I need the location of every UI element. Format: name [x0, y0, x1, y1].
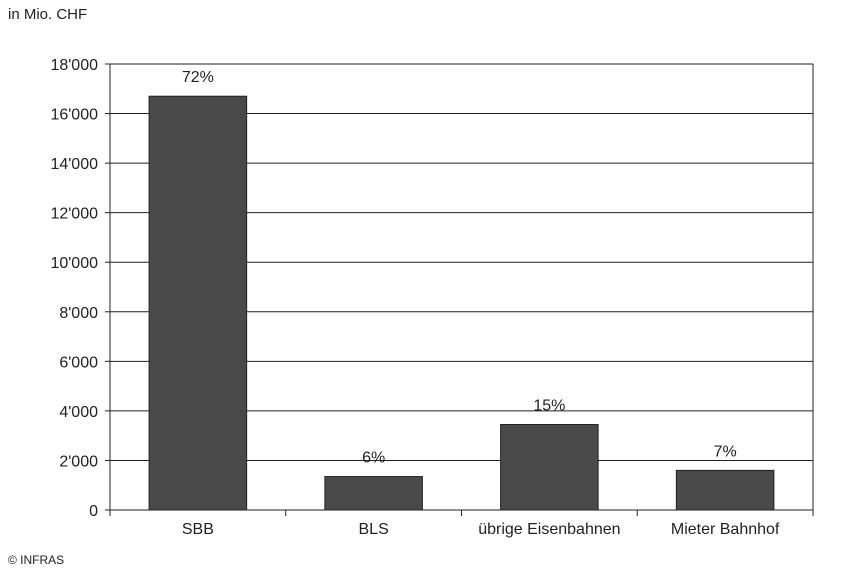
y-tick-label: 18'000	[50, 57, 98, 74]
y-tick-label: 14'000	[50, 156, 98, 173]
data-label: 15%	[533, 398, 565, 415]
data-label: 6%	[362, 450, 385, 467]
data-label: 7%	[714, 443, 737, 460]
y-tick-label: 0	[89, 503, 98, 520]
y-tick-label: 10'000	[50, 255, 98, 272]
y-unit-label: in Mio. CHF	[8, 6, 88, 23]
y-tick-label: 2'000	[59, 453, 98, 470]
y-tick-label: 4'000	[59, 404, 98, 421]
data-label: 72%	[182, 69, 214, 86]
bar-bls	[324, 476, 423, 511]
y-tick-label: 8'000	[59, 305, 98, 322]
x-tick-label: BLS	[359, 521, 389, 538]
bar-sbb	[148, 95, 248, 511]
x-tick-label: Mieter Bahnhof	[671, 521, 780, 538]
bar--brige-eisenbahnen	[500, 424, 599, 511]
copyright-credit: © INFRAS	[8, 553, 65, 567]
y-tick-label: 16'000	[50, 107, 98, 124]
y-tick-label: 12'000	[50, 206, 98, 223]
x-tick-label: SBB	[182, 521, 214, 538]
x-tick-label: übrige Eisenbahnen	[478, 521, 620, 538]
bar-mieter-bahnhof	[675, 469, 775, 511]
y-tick-label: 6'000	[59, 354, 98, 371]
